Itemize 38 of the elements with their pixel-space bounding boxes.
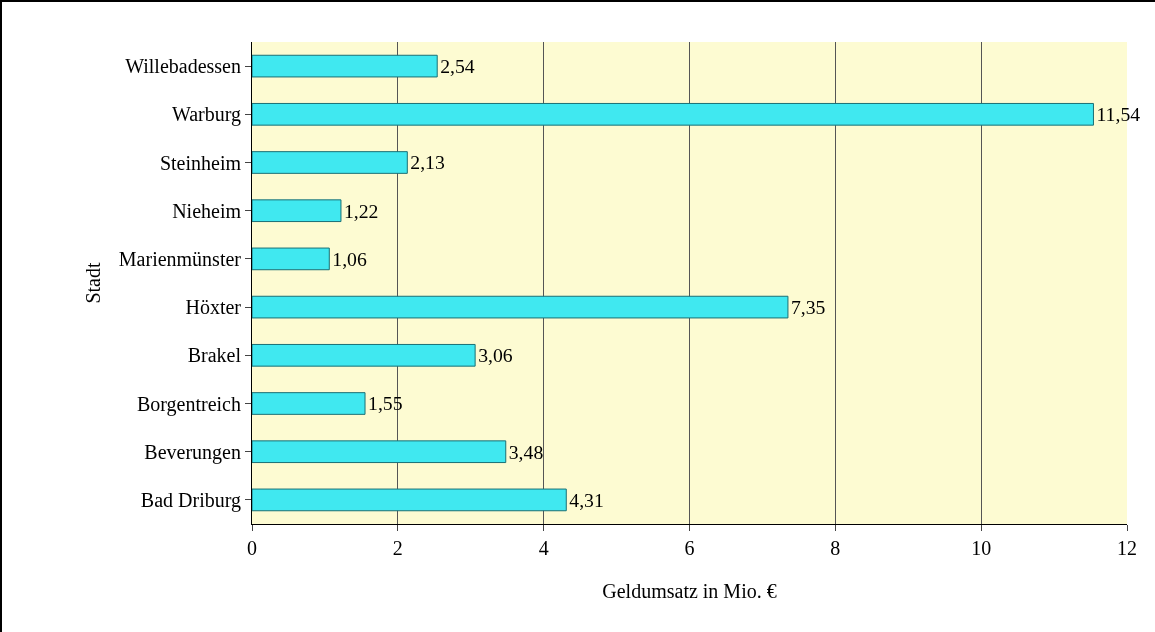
y-tick-label: Warburg [171, 103, 241, 127]
x-tick-label: 6 [684, 537, 695, 559]
y-tick-label: Brakel [187, 344, 242, 367]
bar [252, 247, 330, 271]
x-tick-label: 12 [1117, 537, 1137, 559]
y-tick-label: Marienmünster [118, 247, 242, 270]
data-label: 2,54 [440, 55, 475, 78]
data-label: 11,54 [1096, 103, 1141, 126]
data-label: 3,48 [508, 440, 544, 463]
y-tick-label: Willebadessen [125, 55, 241, 78]
data-label: 3,06 [478, 344, 513, 367]
data-label: 7,35 [790, 296, 826, 319]
x-axis-title: Geldumsatz in Mio. € [602, 579, 777, 602]
y-tick-label: Höxter [185, 296, 242, 319]
x-tick-label: 10 [971, 537, 992, 559]
bar [252, 392, 366, 415]
bar [252, 343, 476, 367]
x-tick-label: 8 [830, 537, 841, 559]
data-label: 1,06 [332, 247, 367, 270]
data-label: 1,22 [343, 199, 379, 222]
data-label: 2,13 [410, 151, 445, 174]
bar [252, 440, 507, 464]
bar [252, 199, 342, 223]
bar [252, 54, 438, 78]
y-axis-title: Stadt [82, 262, 105, 304]
x-tick-label: 4 [538, 537, 549, 559]
bar [252, 102, 1094, 126]
bar [252, 295, 789, 319]
bar [252, 488, 567, 512]
data-label: 4,31 [569, 488, 604, 511]
y-tick-label: Borgentreich [136, 392, 241, 416]
x-tick-label: 2 [392, 537, 403, 559]
y-tick-label: Beverungen [144, 440, 241, 464]
y-tick-label: Nieheim [172, 199, 242, 222]
y-tick-label: Steinheim [159, 151, 242, 174]
x-tick-label: 0 [247, 537, 257, 559]
y-tick-label: Bad Driburg [140, 488, 241, 512]
bar [252, 151, 408, 174]
